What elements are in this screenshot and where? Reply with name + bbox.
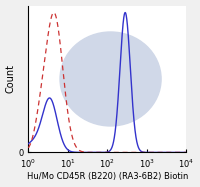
Text: Q: Q	[79, 44, 142, 114]
Y-axis label: Count: Count	[6, 65, 16, 94]
Circle shape	[60, 32, 161, 126]
X-axis label: Hu/Mo CD45R (B220) (RA3-6B2) Biotin: Hu/Mo CD45R (B220) (RA3-6B2) Biotin	[27, 172, 188, 181]
